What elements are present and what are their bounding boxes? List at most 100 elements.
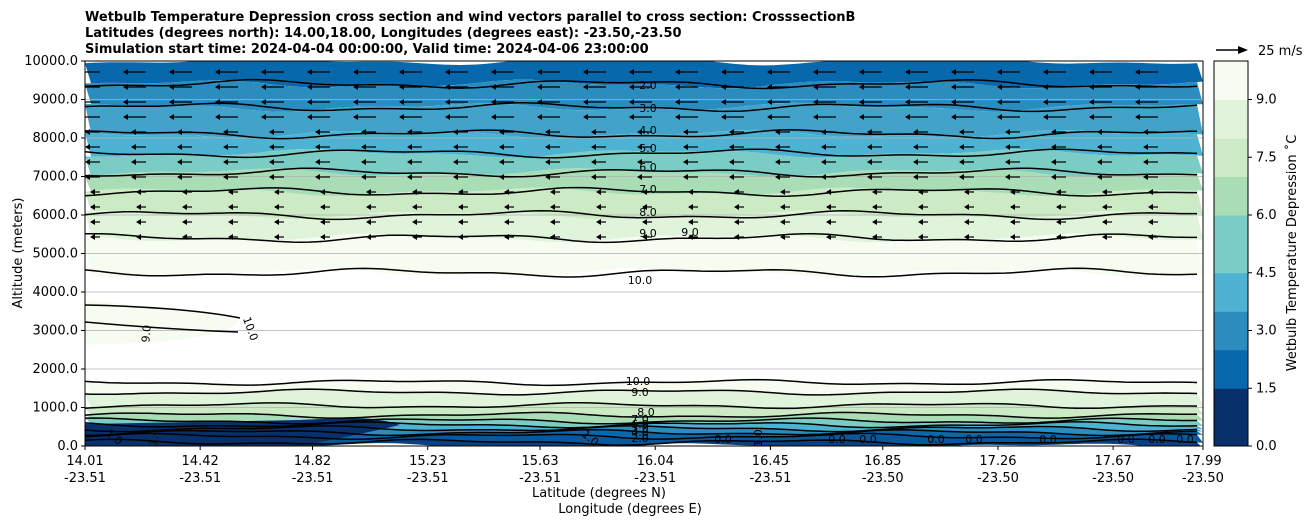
wind-vector-head-115 [959, 129, 964, 135]
wind-vector-head-57 [491, 99, 496, 105]
wind-vector-head-222 [366, 204, 371, 210]
wind-vector-head-220 [274, 204, 279, 210]
wind-vector-head-265 [136, 234, 141, 240]
contour-line-upper-8 [85, 210, 1197, 221]
wind-vector-head-189 [1051, 174, 1056, 180]
wind-vector-head-253 [688, 219, 693, 225]
wind-vector-head-177 [499, 174, 504, 180]
x-tick-label-lon-1: -23.51 [179, 471, 221, 486]
colorbar-band-8 [1214, 272, 1248, 293]
wind-vector-head-161 [867, 159, 872, 165]
wind-vector-head-40 [813, 84, 818, 90]
wind-vector-head-0 [77, 69, 82, 75]
chart-title-line-2: Latitudes (degrees north): 14.00,18.00, … [85, 26, 682, 41]
wind-vector-head-266 [182, 234, 187, 240]
wind-vector-head-46 [1089, 84, 1094, 90]
x-tick-label-lon-0: -23.51 [64, 471, 106, 486]
wind-vector-head-240 [90, 219, 95, 225]
wind-vector-head-218 [182, 204, 187, 210]
y-axis-label: Altitude (meters) [11, 198, 26, 309]
wind-vector-head-280 [826, 234, 831, 240]
wind-vector-head-162 [913, 159, 918, 165]
x-tick-label-lat-9: 17.67 [1095, 454, 1132, 469]
colorbar: 0.0 1.5 3.0 4.5 6.0 7.5 9.0 Wetbulb Temperatur… [1213, 60, 1300, 454]
wind-vector-head-93 [1043, 114, 1048, 120]
wind-vector-head-94 [1089, 114, 1094, 120]
x-tick-label-lat-5: 16.04 [637, 454, 674, 469]
x-tick-label-lat-2: 14.82 [294, 454, 331, 469]
wind-vector-head-160 [821, 159, 826, 165]
wind-vector-head-249 [504, 219, 509, 225]
wind-vector-head-6 [353, 69, 358, 75]
wind-vector-head-269 [320, 234, 325, 240]
wind-vector-head-53 [307, 99, 312, 105]
contour-labels: 2.0 3.0 4.0 5.0 6.0 7.0 8.0 9.0 9.0 10.0… [103, 79, 1193, 449]
wind-vector-head-18 [905, 69, 910, 75]
colorbar-band-13 [1214, 176, 1248, 197]
wind-vector-head-21 [1043, 69, 1048, 75]
wind-vector-head-59 [583, 99, 588, 105]
y-tick-label-4: 4000.0 [33, 285, 79, 300]
wind-vector-head-55 [399, 99, 404, 105]
wind-vector-head-89 [859, 114, 864, 120]
wind-vector-head-239 [1148, 204, 1153, 210]
contour-label-upper-7: 7.0 [639, 183, 657, 196]
wind-vector-head-49 [123, 99, 128, 105]
wind-vector-head-151 [407, 159, 412, 165]
wind-vector-head-65 [859, 99, 864, 105]
plot-area [77, 61, 1203, 446]
contour-line-upper-3 [85, 102, 1198, 113]
fill-band-mid-patch [85, 300, 239, 345]
wind-vector-head-279 [780, 234, 785, 240]
y-tick-label-6: 6000.0 [33, 208, 79, 223]
wind-vector-head-4 [261, 69, 266, 75]
wind-vector-head-190 [1097, 174, 1102, 180]
wind-vector-head-11 [583, 69, 588, 75]
wind-vector-head-140 [1005, 144, 1010, 150]
wind-vector-head-25 [123, 84, 128, 90]
colorbar-band-12 [1214, 195, 1248, 216]
colorbar-band-3 [1214, 369, 1248, 389]
wind-vector-head-183 [775, 174, 780, 180]
wind-vector-head-175 [407, 174, 412, 180]
contour-label-upper-2: 2.0 [639, 79, 657, 92]
wind-vector-head-152 [453, 159, 458, 165]
wind-vector-head-47 [1135, 84, 1140, 90]
wind-vector-head-7 [399, 69, 404, 75]
wind-vector-head-75 [215, 114, 220, 120]
wind-vector-head-211 [964, 189, 969, 195]
wind-vector-head-128 [453, 144, 458, 150]
wind-vector-head-212 [1010, 189, 1015, 195]
wind-vector-head-223 [412, 204, 417, 210]
wind-vector-head-221 [320, 204, 325, 210]
quiver-key-label: 25 m/s [1258, 44, 1303, 59]
x-tick-label-lat-1: 14.42 [182, 454, 219, 469]
wind-vector-head-260 [1010, 219, 1015, 225]
contour-label-lower-2: 2.0 [631, 432, 649, 445]
wind-vector-head-45 [1043, 84, 1048, 90]
colorbar-tick-label-2: 3.0 [1256, 324, 1277, 339]
x-tick-label-lat-4: 15.63 [521, 454, 558, 469]
wind-vector-head-20 [997, 69, 1002, 75]
wind-vector-head-209 [872, 189, 877, 195]
colorbar-tick-label-6: 9.0 [1256, 93, 1277, 108]
wind-vector-head-80 [445, 114, 450, 120]
wind-vector-head-225 [504, 204, 509, 210]
fill-band-upper-4 [85, 149, 1203, 177]
wind-vector-head-86 [721, 114, 726, 120]
wind-vector-head-251 [596, 219, 601, 225]
contour-line-upper-4 [85, 129, 1198, 140]
wind-vector-head-30 [353, 84, 358, 90]
wind-vector-head-286 [1102, 234, 1107, 240]
wind-vector-head-259 [964, 219, 969, 225]
contour-label-upper-4: 4.0 [639, 124, 657, 137]
wind-vector-head-246 [366, 219, 371, 225]
fill-band-lower-7 [85, 429, 1203, 440]
y-tick-label-8: 8000.0 [33, 131, 79, 146]
wind-vector-head-275 [596, 234, 601, 240]
colorbar-band-4 [1214, 349, 1248, 370]
wind-vector-head-67 [951, 99, 956, 105]
wind-vector-head-69 [1043, 99, 1048, 105]
wind-vector-head-68 [997, 99, 1002, 105]
wind-vector-head-206 [734, 189, 739, 195]
